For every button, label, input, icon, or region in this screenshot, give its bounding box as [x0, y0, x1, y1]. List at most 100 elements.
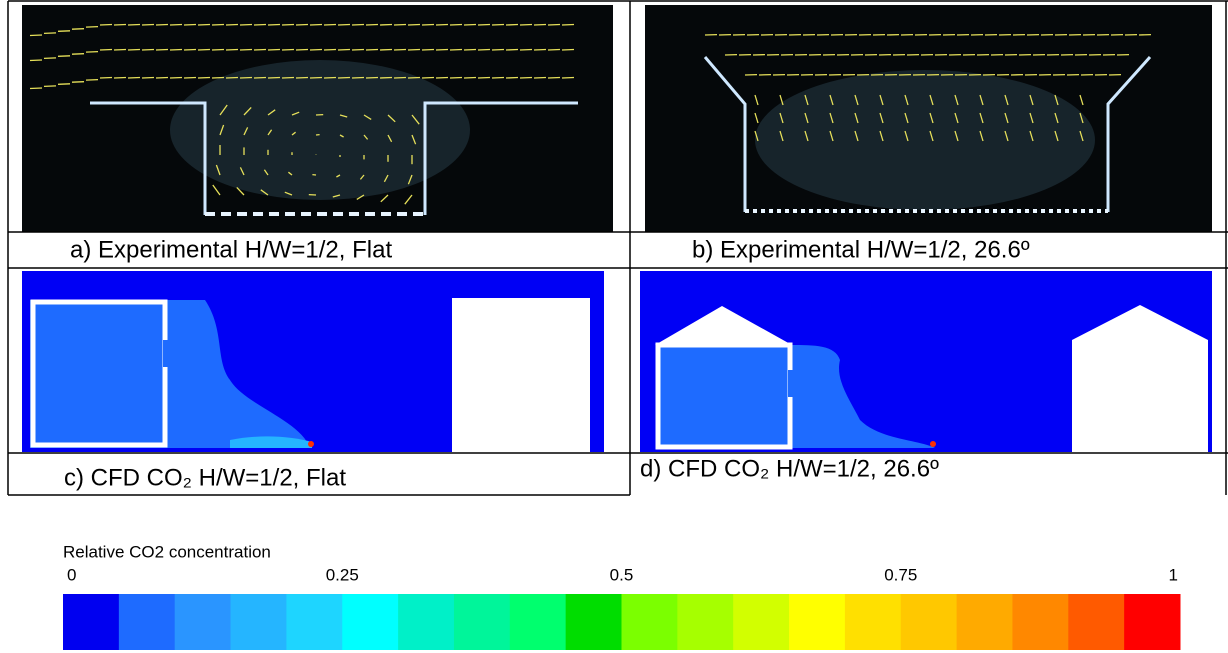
vector [44, 33, 56, 34]
vector [282, 25, 294, 26]
vector [184, 25, 196, 26]
vector [380, 25, 392, 26]
vector [534, 78, 546, 79]
vector [58, 84, 70, 85]
color-segment [119, 594, 175, 650]
color-segment [845, 594, 901, 650]
vector [114, 25, 126, 26]
color-segment [342, 594, 398, 650]
color-segment [566, 594, 622, 650]
vector [450, 50, 462, 51]
vector [212, 50, 224, 51]
vector [100, 50, 112, 51]
vector [310, 50, 322, 51]
smoke [755, 70, 1095, 210]
vector [226, 50, 238, 51]
caption: b) Experimental H/W=1/2, 26.6º [692, 236, 1030, 263]
building [452, 298, 590, 452]
vector [296, 78, 308, 79]
colorbar-tick-label: 1 [1169, 565, 1178, 584]
vector [422, 78, 434, 79]
panel-d [640, 271, 1212, 452]
vector [240, 25, 252, 26]
vector [366, 25, 378, 26]
vector [478, 78, 490, 79]
vector [436, 78, 448, 79]
color-segment [622, 594, 678, 650]
vector [338, 25, 350, 26]
vector [436, 50, 448, 51]
color-segment [454, 594, 510, 650]
vector [254, 50, 266, 51]
vector [408, 50, 420, 51]
color-segment [901, 594, 957, 650]
vector [548, 78, 560, 79]
vector [198, 78, 210, 79]
vector [198, 50, 210, 51]
vector [226, 25, 238, 26]
vector [520, 50, 532, 51]
vector [170, 78, 182, 79]
vector [352, 50, 364, 51]
vector [44, 86, 56, 87]
vector [548, 25, 560, 26]
vector [226, 78, 238, 79]
color-segment [1068, 594, 1124, 650]
vector [478, 50, 490, 51]
vector [30, 88, 42, 89]
vector [100, 78, 112, 79]
color-segment [510, 594, 566, 650]
vector [492, 78, 504, 79]
vector [156, 78, 168, 79]
vector [338, 78, 350, 79]
vector [324, 78, 336, 79]
vector [422, 25, 434, 26]
vector [352, 25, 364, 26]
vector [198, 25, 210, 26]
vector [128, 25, 140, 26]
vector [464, 50, 476, 51]
vector [282, 50, 294, 51]
vector [30, 60, 42, 61]
vector [268, 50, 280, 51]
vector [240, 78, 252, 79]
panel-b [645, 5, 1212, 232]
vector [142, 78, 154, 79]
vector [380, 78, 392, 79]
vector [128, 50, 140, 51]
vector [296, 25, 308, 26]
color-segment [1012, 594, 1068, 650]
vector [142, 25, 154, 26]
caption: c) CFD CO₂ H/W=1/2, Flat [64, 464, 346, 491]
vector [170, 25, 182, 26]
vector [72, 54, 84, 55]
vector [366, 50, 378, 51]
colorbar-tick-label: 0 [67, 565, 76, 584]
vector [44, 58, 56, 59]
vector [492, 25, 504, 26]
vector [296, 50, 308, 51]
vector [450, 78, 462, 79]
colorbar-tick-label: 0.25 [326, 565, 359, 584]
caption: d) CFD CO₂ H/W=1/2, 26.6º [640, 455, 939, 482]
color-segment [398, 594, 454, 650]
vector [520, 78, 532, 79]
color-segment [231, 594, 287, 650]
vector [184, 78, 196, 79]
vector [212, 25, 224, 26]
vector [156, 50, 168, 51]
vector [170, 50, 182, 51]
vector [548, 50, 560, 51]
vector [254, 78, 266, 79]
vector [562, 25, 574, 26]
vector [254, 25, 266, 26]
vector [114, 50, 126, 51]
vector [86, 80, 98, 81]
vector [156, 25, 168, 26]
color-segment [286, 594, 342, 650]
vector [282, 78, 294, 79]
vector [478, 25, 490, 26]
vector [408, 25, 420, 26]
vector [506, 50, 518, 51]
vector [114, 78, 126, 79]
